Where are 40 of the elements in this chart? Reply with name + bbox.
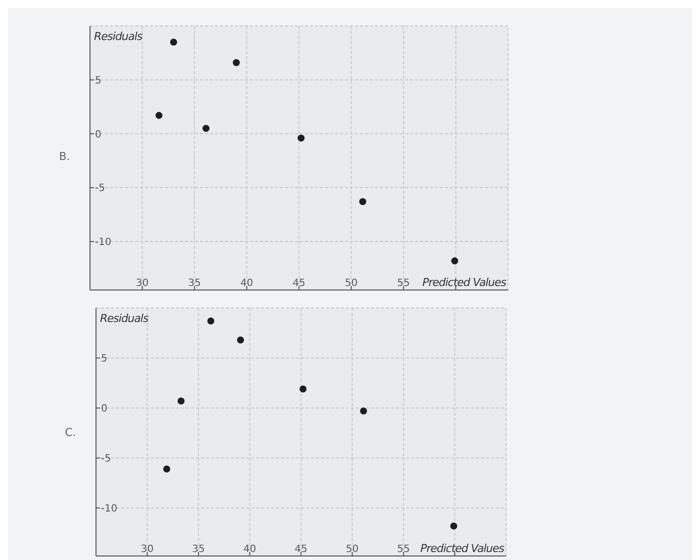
point (202, 124, 210, 132)
point (163, 466, 170, 472)
x-tick-label: 40 (240, 278, 254, 289)
y-tick-label: 0 (101, 404, 108, 414)
x-tick-label: 40 (243, 544, 256, 555)
y-tick-label: -5 (95, 183, 105, 194)
x-tick-label: 50 (346, 544, 359, 555)
y-tick-label: 0 (95, 129, 102, 140)
text: B. (58, 150, 70, 163)
point (300, 386, 307, 392)
y-axis-title: Residuals (94, 30, 143, 43)
x-tick-label: 35 (188, 278, 201, 289)
point (155, 112, 162, 119)
point (170, 38, 178, 46)
x-tick-label: 30 (136, 278, 149, 289)
point (298, 134, 305, 142)
y-tick-label: -10 (95, 237, 112, 248)
x-tick-label: 45 (294, 544, 308, 555)
x-axis-title: Predicted Values (420, 542, 505, 555)
y-tick-label: 5 (101, 354, 108, 364)
point (451, 257, 458, 264)
y-tick-label: -5 (101, 454, 111, 464)
y-tick-label: 5 (95, 75, 102, 86)
point (178, 398, 185, 404)
point (207, 318, 214, 324)
x-tick-label: 55 (397, 278, 410, 289)
point (359, 198, 366, 206)
x-tick-label: 35 (192, 544, 205, 555)
point (237, 336, 244, 344)
y-axis-title: Residuals (100, 312, 149, 325)
x-tick-label: 50 (344, 278, 358, 289)
text: C. (64, 426, 76, 439)
point (360, 408, 368, 414)
x-tick-label: 45 (292, 278, 306, 289)
point (450, 522, 458, 530)
x-tick-label: 30 (140, 544, 154, 555)
point (232, 59, 240, 66)
x-tick-label: 55 (397, 544, 410, 555)
y-tick-label: -10 (101, 504, 118, 514)
x-axis-title: Predicted Values (422, 276, 507, 289)
